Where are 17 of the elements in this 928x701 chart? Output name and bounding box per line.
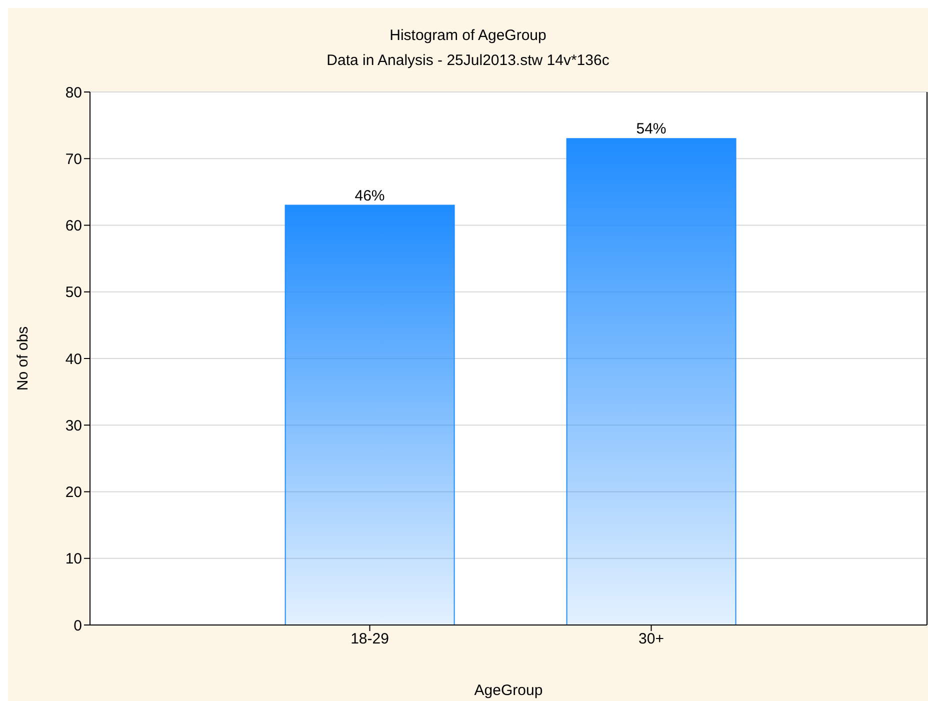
y-tick-label: 20 [65,484,82,502]
x-tick-label: 30+ [638,630,664,648]
y-tick-label: 80 [65,84,82,102]
y-tick-label: 30 [65,417,82,434]
y-tick-label: 70 [65,150,82,168]
x-axis-title: AgeGroup [474,682,543,699]
y-axis-title: No of obs [14,326,32,391]
annotation: 54% [636,120,666,138]
y-tick-label: 10 [65,550,82,568]
chart-title: Histogram of AgeGroup [388,27,548,44]
x-tick-label: 18-29 [350,630,389,648]
y-tick-label: 40 [65,350,82,368]
y-tick-label: 50 [65,284,82,302]
y-tick-label: 60 [65,218,82,235]
y-tick-label: 0 [74,617,82,634]
annotation: 46% [354,187,385,204]
chart-subtitle: Data in Analysis - 25Jul2013.stw 14v*136c [326,52,610,69]
